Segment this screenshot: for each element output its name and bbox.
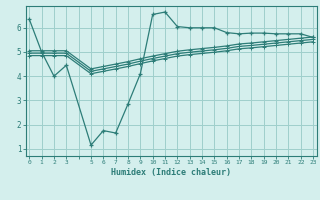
X-axis label: Humidex (Indice chaleur): Humidex (Indice chaleur)	[111, 168, 231, 177]
